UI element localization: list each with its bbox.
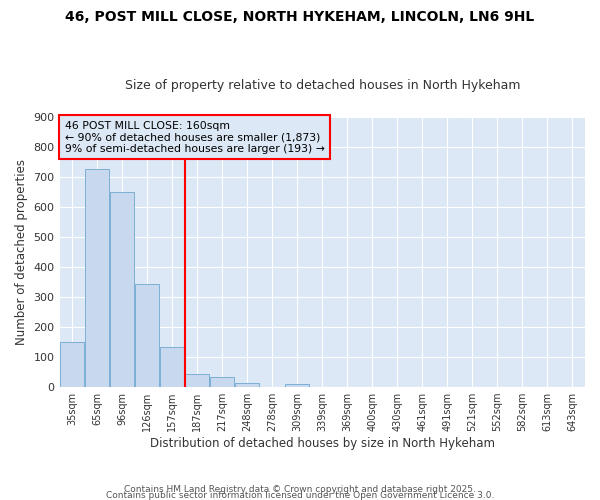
Text: Contains HM Land Registry data © Crown copyright and database right 2025.: Contains HM Land Registry data © Crown c…: [124, 484, 476, 494]
Bar: [185, 374, 209, 387]
Title: Size of property relative to detached houses in North Hykeham: Size of property relative to detached ho…: [125, 79, 520, 92]
Bar: [210, 378, 234, 387]
Text: Contains public sector information licensed under the Open Government Licence 3.: Contains public sector information licen…: [106, 490, 494, 500]
Bar: [160, 346, 184, 387]
Bar: [235, 384, 259, 387]
Bar: [110, 192, 134, 387]
Y-axis label: Number of detached properties: Number of detached properties: [15, 159, 28, 345]
Bar: [135, 284, 159, 387]
Text: 46 POST MILL CLOSE: 160sqm
← 90% of detached houses are smaller (1,873)
9% of se: 46 POST MILL CLOSE: 160sqm ← 90% of deta…: [65, 121, 325, 154]
Bar: [286, 384, 309, 387]
Bar: [60, 342, 84, 387]
Text: 46, POST MILL CLOSE, NORTH HYKEHAM, LINCOLN, LN6 9HL: 46, POST MILL CLOSE, NORTH HYKEHAM, LINC…: [65, 10, 535, 24]
X-axis label: Distribution of detached houses by size in North Hykeham: Distribution of detached houses by size …: [150, 437, 495, 450]
Bar: [85, 170, 109, 387]
